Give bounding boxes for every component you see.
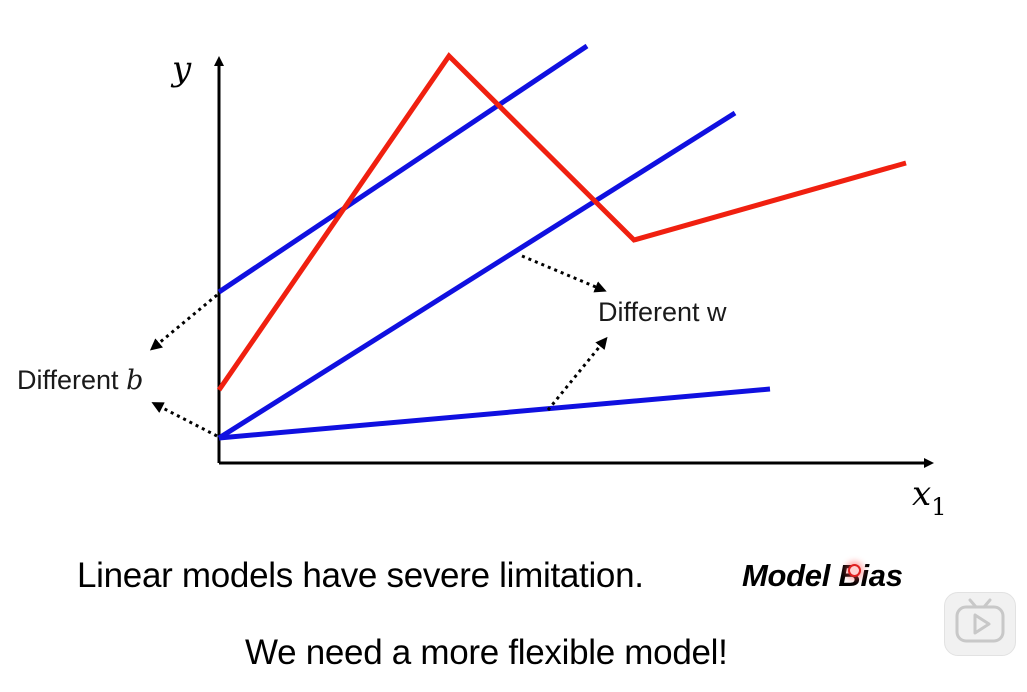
annotation-different-w: Different w [598, 297, 727, 327]
caption-flexible-text: We need a more flexible model! [245, 633, 728, 672]
linear-line-steep [217, 110, 737, 441]
y-axis-label: y [170, 49, 192, 89]
caption-limitation-text: Linear models have severe limitation. [77, 556, 644, 595]
x-axis-label-main: x [912, 474, 931, 514]
linear-line-shallow [218, 386, 771, 441]
annotation-b-symbol: b [126, 365, 143, 396]
cursor-pointer-dot [848, 564, 861, 577]
arrow-b-upper [149, 293, 218, 351]
arrow-w-lower [546, 336, 608, 411]
annotation-different-b-text: Different [17, 365, 126, 395]
linear-line-high-intercept [217, 43, 589, 295]
x-axis-label-subscript: 1 [931, 493, 946, 521]
arrow-w-upper [521, 254, 607, 293]
play-button[interactable] [944, 592, 1016, 656]
arrow-b-lower [151, 402, 218, 438]
model-bias-label: Model Bias [742, 558, 903, 593]
piecewise-linear-curve [216, 52, 907, 392]
play-icon [955, 598, 1005, 643]
annotation-different-b: Different b [17, 365, 143, 396]
x-axis-label: x1 [912, 474, 946, 521]
